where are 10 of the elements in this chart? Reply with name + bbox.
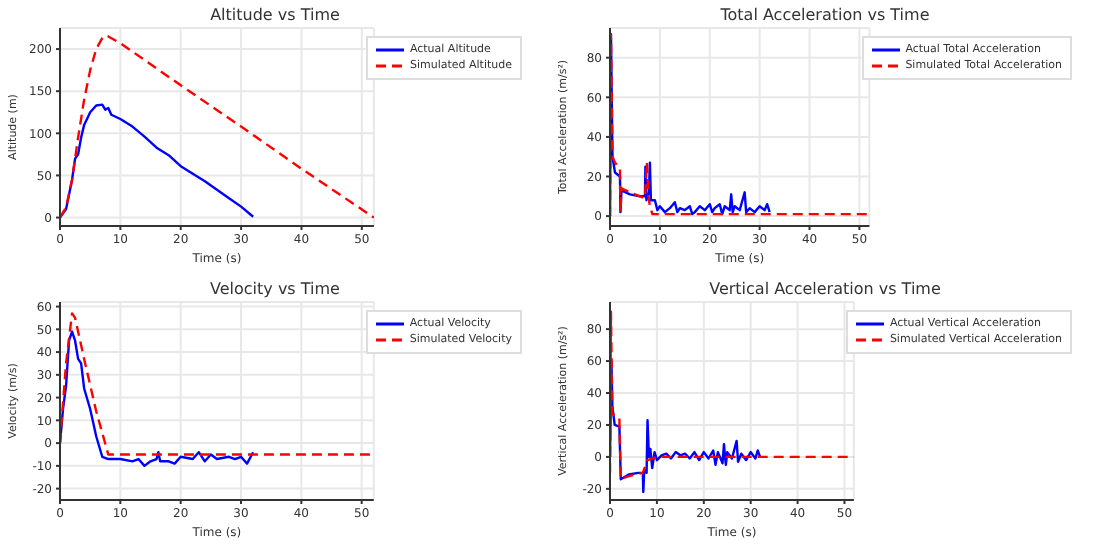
line-series <box>60 330 255 468</box>
line-series <box>60 103 255 219</box>
line-series <box>60 34 374 219</box>
line-series <box>610 310 854 481</box>
chart-title: Velocity vs Time <box>208 280 342 298</box>
chart-title: Vertical Acceleration vs Time <box>707 280 943 298</box>
line-series <box>60 312 374 456</box>
chart-title: Total Acceleration vs Time <box>718 6 932 24</box>
line-series <box>610 32 870 218</box>
chart-title: Altitude vs Time <box>208 6 342 24</box>
